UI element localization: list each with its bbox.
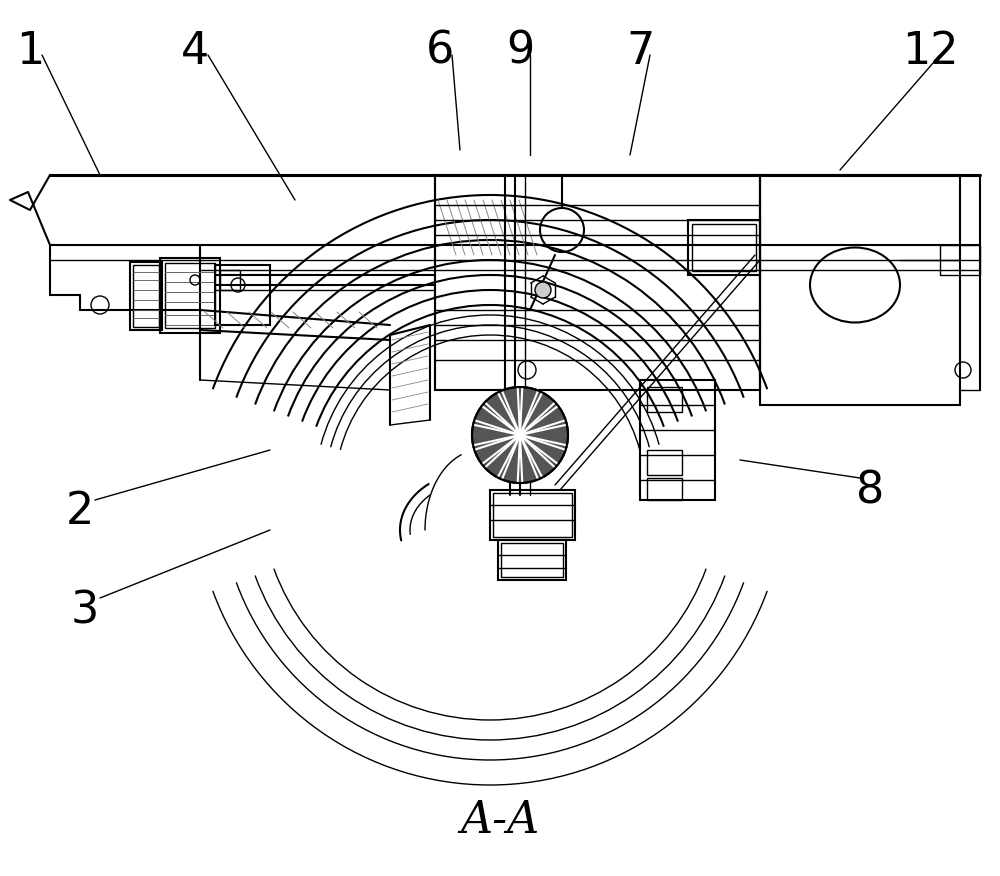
Bar (501, 543, 563, 577)
Bar (692, 224, 756, 271)
Text: 12: 12 (902, 30, 958, 73)
Bar (760, 175, 960, 405)
Bar (493, 493, 572, 537)
Bar (647, 478, 682, 500)
Bar (160, 258, 220, 333)
Text: 1: 1 (16, 30, 44, 73)
Circle shape (535, 282, 551, 298)
Bar (215, 265, 270, 325)
Bar (130, 262, 162, 330)
Text: 6: 6 (426, 30, 454, 73)
Text: 4: 4 (181, 30, 209, 73)
Bar (647, 387, 682, 412)
Text: 7: 7 (626, 30, 654, 73)
Bar (435, 175, 760, 390)
Text: A-A: A-A (460, 798, 540, 842)
Bar (688, 220, 760, 275)
Bar (498, 540, 566, 580)
Text: 3: 3 (71, 590, 99, 633)
Bar (490, 490, 575, 540)
Circle shape (472, 387, 568, 483)
Bar (640, 380, 715, 500)
Bar (220, 270, 240, 290)
Bar (133, 265, 159, 327)
Text: 9: 9 (506, 30, 534, 73)
Bar (940, 245, 980, 275)
Text: 8: 8 (856, 470, 884, 513)
Bar (165, 263, 215, 328)
Text: 2: 2 (66, 490, 94, 533)
Bar (647, 450, 682, 475)
